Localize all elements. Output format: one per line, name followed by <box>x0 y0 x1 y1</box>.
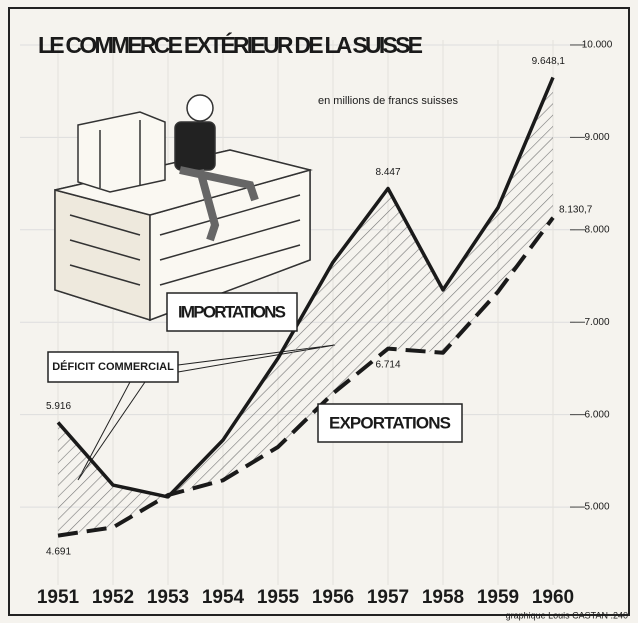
legend-label: EXPORTATIONS <box>329 413 451 432</box>
x-tick-label: 1951 <box>37 587 80 608</box>
chart: LE COMMERCE EXTÉRIEUR DE LA SUISSE en mi… <box>0 0 638 623</box>
x-tick-label: 1955 <box>257 587 300 608</box>
x-tick-label: 1958 <box>422 587 464 608</box>
x-tick-label: 1960 <box>532 587 574 608</box>
value-label: 9.648,1 <box>532 56 566 67</box>
y-tick-label: 6.000 <box>584 409 609 420</box>
value-label: 4.691 <box>46 546 71 557</box>
x-tick-label: 1954 <box>202 587 245 608</box>
value-label: 8.130,7 <box>559 204 593 215</box>
value-label: 6.714 <box>375 359 400 370</box>
y-tick-label: 10.000 <box>582 40 613 51</box>
x-tick-label: 1952 <box>92 587 134 608</box>
y-tick-label: 5.000 <box>584 502 609 513</box>
chart-subtitle: en millions de francs suisses <box>318 95 459 107</box>
value-label: 5.916 <box>46 401 71 412</box>
y-tick-label: 8.000 <box>584 224 609 235</box>
chart-title: LE COMMERCE EXTÉRIEUR DE LA SUISSE <box>38 31 423 58</box>
x-tick-label: 1953 <box>147 587 189 608</box>
value-label: 8.447 <box>375 167 400 178</box>
y-tick-label: 9.000 <box>584 132 609 143</box>
x-tick-label: 1959 <box>477 587 519 608</box>
legend-label: IMPORTATIONS <box>178 302 286 321</box>
x-tick-label: 1957 <box>367 587 409 608</box>
x-tick-label: 1956 <box>312 587 354 608</box>
credit: graphique Louis CASTAN .240 <box>506 610 628 620</box>
y-tick-label: 7.000 <box>584 317 609 328</box>
annotation-text: DÉFICIT COMMERCIAL <box>52 360 174 373</box>
